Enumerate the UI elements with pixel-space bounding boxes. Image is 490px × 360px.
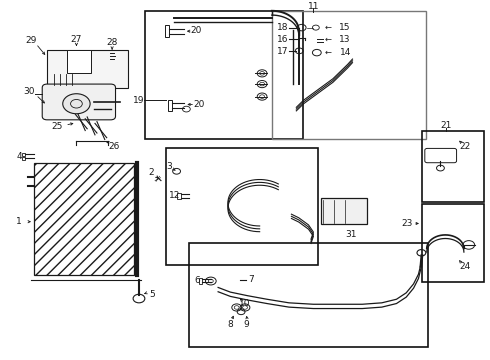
Text: 20: 20 — [191, 26, 202, 35]
Text: 13: 13 — [340, 35, 351, 44]
Bar — [321, 198, 367, 224]
Bar — [22, 153, 25, 156]
Bar — [422, 131, 485, 202]
Text: 6: 6 — [194, 276, 200, 285]
Text: 21: 21 — [441, 121, 452, 130]
Circle shape — [63, 94, 90, 114]
Text: 27: 27 — [71, 35, 82, 44]
Bar — [145, 11, 303, 139]
Text: 1: 1 — [16, 217, 22, 226]
Text: 22: 22 — [459, 142, 470, 151]
Bar — [422, 204, 485, 283]
Text: 23: 23 — [401, 219, 413, 228]
Text: 15: 15 — [340, 23, 351, 32]
Text: 25: 25 — [51, 122, 63, 131]
Bar — [168, 100, 172, 111]
Text: 10: 10 — [239, 300, 251, 309]
Bar — [272, 11, 426, 139]
Text: 12: 12 — [169, 192, 180, 201]
Text: 17: 17 — [277, 47, 289, 56]
Text: 29: 29 — [25, 36, 37, 45]
Text: 5: 5 — [150, 291, 155, 300]
Bar — [67, 50, 91, 73]
Text: ←: ← — [324, 23, 332, 32]
Text: 7: 7 — [248, 275, 254, 284]
Text: 2: 2 — [148, 168, 154, 177]
FancyBboxPatch shape — [42, 84, 116, 120]
Text: 20: 20 — [193, 100, 204, 109]
Text: 28: 28 — [106, 39, 118, 48]
Text: 19: 19 — [133, 96, 144, 105]
Text: 16: 16 — [277, 35, 289, 44]
Bar — [198, 278, 202, 284]
Text: ←: ← — [324, 48, 332, 57]
Text: 3: 3 — [167, 162, 172, 171]
Bar — [166, 148, 318, 265]
Text: 4: 4 — [17, 152, 22, 161]
Text: 11: 11 — [308, 2, 319, 11]
Text: ←: ← — [324, 35, 332, 44]
Bar — [189, 243, 428, 347]
Text: 18: 18 — [277, 23, 289, 32]
Text: 9: 9 — [244, 320, 249, 329]
Bar — [47, 50, 128, 87]
Text: 24: 24 — [459, 262, 470, 271]
Bar — [34, 163, 134, 275]
Text: 31: 31 — [346, 230, 357, 239]
Text: 14: 14 — [340, 48, 351, 57]
Bar — [165, 25, 169, 37]
Bar — [22, 157, 25, 160]
Text: 26: 26 — [108, 142, 120, 151]
Bar — [176, 193, 181, 199]
Text: 8: 8 — [227, 320, 233, 329]
Text: 30: 30 — [24, 87, 35, 96]
